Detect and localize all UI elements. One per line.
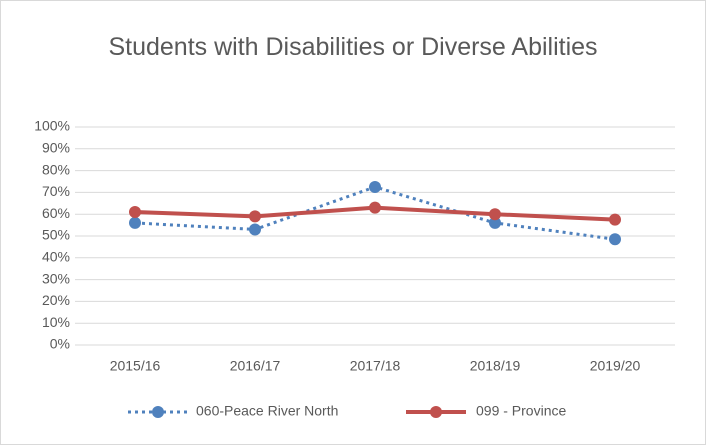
legend-label: 060-Peace River North xyxy=(196,403,338,419)
x-tick-label: 2019/20 xyxy=(590,358,641,374)
legend-marker xyxy=(152,406,164,418)
x-tick-label: 2016/17 xyxy=(230,358,281,374)
y-tick-label: 10% xyxy=(42,314,70,330)
y-tick-label: 100% xyxy=(34,118,70,134)
point xyxy=(489,216,501,229)
point xyxy=(489,208,501,221)
y-tick-label: 30% xyxy=(42,270,70,286)
x-tick-label: 2015/16 xyxy=(110,358,161,374)
point xyxy=(369,201,381,214)
point xyxy=(609,233,621,246)
point xyxy=(129,206,141,219)
y-tick-label: 90% xyxy=(42,140,70,156)
x-tick-label: 2017/18 xyxy=(350,358,401,374)
y-tick-label: 80% xyxy=(42,161,70,177)
legend-label: 099 - Province xyxy=(476,403,566,419)
point xyxy=(129,216,141,229)
point xyxy=(369,180,381,193)
y-tick-label: 40% xyxy=(42,249,70,265)
y-tick-label: 0% xyxy=(50,336,70,352)
point xyxy=(249,210,261,223)
y-tick-label: 70% xyxy=(42,183,70,199)
y-tick-label: 50% xyxy=(42,227,70,243)
point xyxy=(249,223,261,236)
y-tick-label: 20% xyxy=(42,292,70,308)
x-tick-label: 2018/19 xyxy=(470,358,521,374)
point xyxy=(609,213,621,226)
chart-title: Students with Disabilities or Diverse Ab… xyxy=(108,33,598,61)
y-tick-label: 60% xyxy=(42,205,70,221)
legend-marker xyxy=(430,406,442,418)
